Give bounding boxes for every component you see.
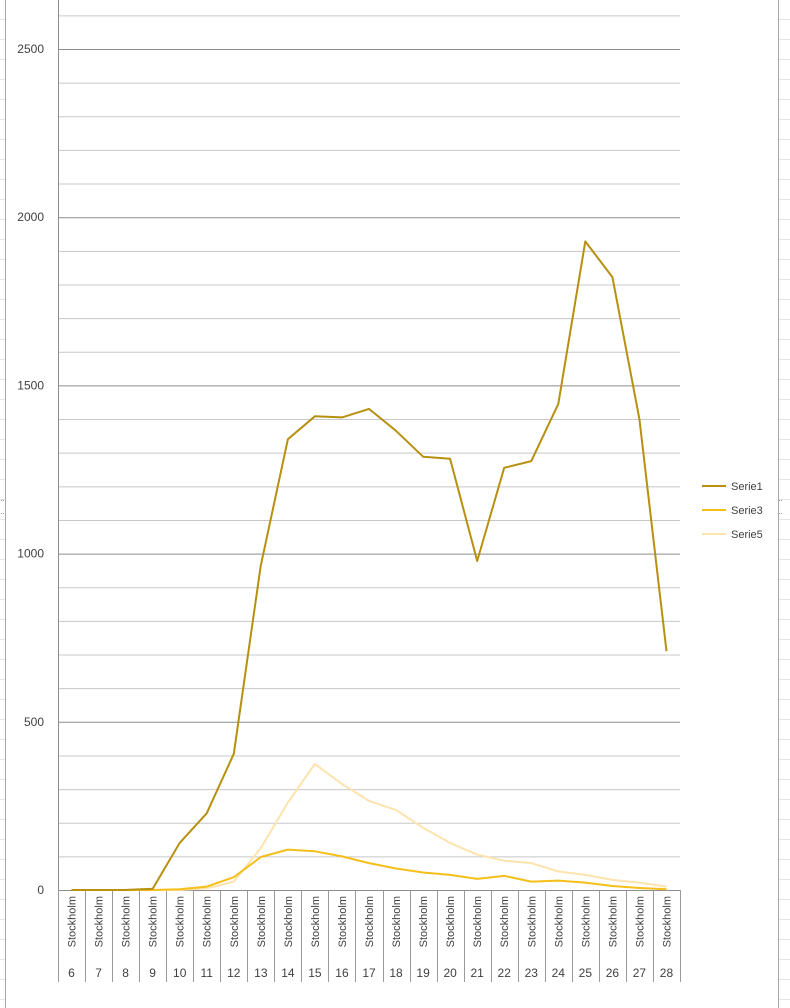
x-week-label: 20 <box>443 966 457 980</box>
x-category-label: Stockholm <box>580 896 592 947</box>
y-tick-label: 2000 <box>17 210 44 224</box>
x-week-label: 16 <box>335 966 349 980</box>
x-category-label: Stockholm <box>391 896 403 947</box>
x-week-label: 17 <box>362 966 376 980</box>
x-category-label: Stockholm <box>526 896 538 947</box>
x-week-label: 27 <box>633 966 647 980</box>
x-week-label: 8 <box>122 966 129 980</box>
x-week-label: 26 <box>606 966 620 980</box>
x-category-label: Stockholm <box>337 896 349 947</box>
x-category-label: Stockholm <box>175 896 187 947</box>
x-category-label: Stockholm <box>607 896 619 947</box>
x-category-label: Stockholm <box>67 896 79 947</box>
y-tick-label: 0 <box>37 883 44 897</box>
x-week-label: 12 <box>227 966 241 980</box>
x-week-label: 25 <box>579 966 593 980</box>
x-category-label: Stockholm <box>283 896 295 947</box>
x-week-label: 11 <box>201 966 214 980</box>
x-category-label: Stockholm <box>499 896 511 947</box>
series-line-serie3[interactable] <box>71 848 667 891</box>
x-week-label: 21 <box>470 966 484 980</box>
x-week-label: 14 <box>281 966 295 980</box>
series-lines <box>71 240 668 891</box>
x-axis: Stockholm 6 Stockholm 7 Stockholm 8 Stockholm 9… <box>58 890 681 982</box>
y-tick-label: 2500 <box>17 42 44 56</box>
x-category-label: Stockholm <box>148 896 160 947</box>
y-tick-label: 1500 <box>17 378 44 392</box>
legend-entry-label: Serie3 <box>731 505 763 517</box>
x-category-label: Stockholm <box>418 896 430 947</box>
x-week-label: 13 <box>254 966 268 980</box>
x-week-label: 22 <box>498 966 512 980</box>
series-line-serie1[interactable] <box>71 240 668 891</box>
y-tick-label: 1000 <box>17 547 44 561</box>
x-category-label: Stockholm <box>661 896 673 947</box>
x-week-label: 7 <box>95 966 102 980</box>
x-week-label: 10 <box>173 966 187 980</box>
y-tick-label: 500 <box>24 715 44 729</box>
x-week-label: 23 <box>525 966 539 980</box>
legend-entry-label: Serie1 <box>731 481 763 493</box>
x-category-label: Stockholm <box>472 896 484 947</box>
resize-handle-right[interactable] <box>779 500 782 514</box>
x-week-label: 6 <box>68 966 75 980</box>
x-category-label: Stockholm <box>310 896 322 947</box>
x-week-label: 9 <box>149 966 156 980</box>
resize-handle-left[interactable] <box>1 500 4 514</box>
x-category-label: Stockholm <box>445 896 457 947</box>
x-category-label: Stockholm <box>256 896 268 947</box>
legend[interactable]: Serie1 Serie3 Serie5 <box>702 481 763 541</box>
x-category-label: Stockholm <box>634 896 646 947</box>
x-category-label: Stockholm <box>364 896 376 947</box>
x-week-label: 19 <box>416 966 430 980</box>
x-category-label: Stockholm <box>202 896 214 947</box>
x-category-label: Stockholm <box>229 896 241 947</box>
legend-entry-label: Serie5 <box>731 529 763 541</box>
x-week-label: 18 <box>389 966 403 980</box>
series-line-serie5[interactable] <box>71 762 667 891</box>
y-axis-tick-labels: 0 500 1000 1500 2000 2500 <box>17 42 44 897</box>
x-week-label: 15 <box>308 966 322 980</box>
x-category-label: Stockholm <box>94 896 106 947</box>
x-week-label: 28 <box>660 966 674 980</box>
x-category-label: Stockholm <box>553 896 565 947</box>
gridlines <box>58 0 680 891</box>
x-week-label: 24 <box>552 966 566 980</box>
x-category-label: Stockholm <box>121 896 133 947</box>
